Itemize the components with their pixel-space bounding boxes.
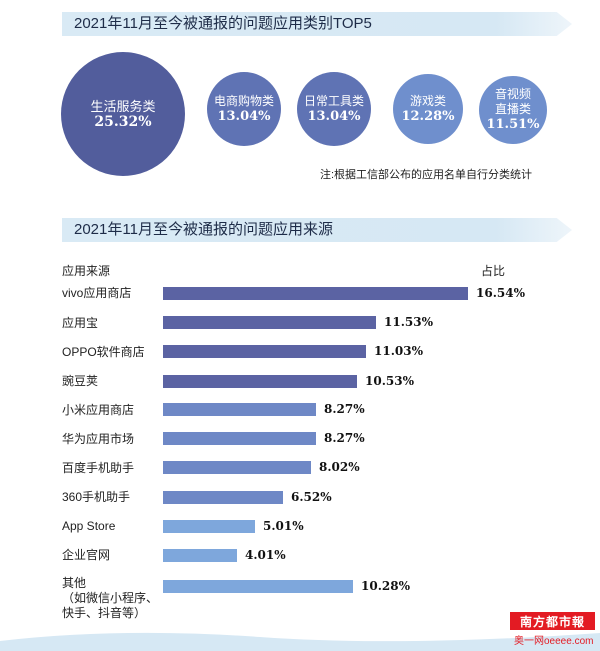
- bar-category-label: 小米应用商店: [62, 403, 135, 417]
- bar-value-label: 6.52%: [291, 490, 332, 504]
- bar-value-label: 16.54%: [476, 286, 525, 300]
- bar: [163, 316, 376, 329]
- bar-ylabel: 应用来源: [62, 264, 111, 278]
- category-bubble: 音视频 直播类 11.51%: [479, 76, 547, 144]
- bar-value-label: 8.02%: [319, 460, 360, 474]
- bar-category-label: OPPO软件商店: [62, 345, 145, 359]
- section1-title: 2021年11月至今被通报的问题应用类别TOP5: [74, 15, 372, 32]
- bar-value-label: 8.27%: [324, 402, 365, 416]
- bubble-category-label: 音视频 直播类: [494, 87, 531, 116]
- newspaper-logo-sub: 奥一网oeeee.com: [514, 636, 594, 647]
- bar-value-label: 8.27%: [324, 431, 365, 445]
- bar-category-label: 企业官网: [62, 548, 111, 562]
- category-bubble: 游戏类 12.28%: [393, 74, 463, 144]
- bubble-category-label: 生活服务类: [90, 98, 156, 114]
- section1-title-bg: [62, 12, 572, 36]
- newspaper-logo: 南方都市報: [510, 612, 595, 630]
- bubble-value-label: 13.04%: [217, 108, 271, 124]
- bar: [163, 549, 237, 562]
- category-bubble: 日常工具类 13.04%: [297, 72, 371, 146]
- section2-title: 2021年11月至今被通报的问题应用来源: [74, 221, 333, 238]
- category-bubble: 生活服务类 25.32%: [61, 52, 185, 176]
- category-bubble: 电商购物类 13.04%: [207, 72, 281, 146]
- bar: [163, 403, 316, 416]
- bar: [163, 461, 311, 474]
- bubble-category-label: 电商购物类: [213, 93, 274, 108]
- bubble-value-label: 11.51%: [486, 117, 540, 132]
- bar-category-label: 应用宝: [62, 316, 99, 330]
- bar-value-label: 10.53%: [365, 374, 414, 388]
- bar-category-label: vivo应用商店: [62, 286, 132, 300]
- bar: [163, 432, 316, 445]
- bar-category-label: 华为应用市场: [62, 432, 135, 446]
- bar: [163, 520, 255, 533]
- bubble-category-label: 日常工具类: [303, 93, 364, 108]
- bubble-value-label: 12.28%: [401, 108, 455, 124]
- bar-xlabel: 占比: [481, 264, 506, 278]
- bubble-value-label: 25.32%: [94, 113, 152, 130]
- section2-title-bg: [62, 218, 572, 242]
- category-note: 注:根据工信部公布的应用名单自行分类统计: [320, 169, 533, 181]
- bubble-value-label: 13.04%: [307, 108, 361, 124]
- bar-category-label: 其他 （如微信小程序、 快手、抖音等）: [62, 576, 159, 620]
- bar-value-label: 10.28%: [361, 579, 410, 593]
- bar-category-label: 豌豆荚: [62, 374, 99, 388]
- bar-category-label: 360手机助手: [62, 490, 131, 504]
- bar-category-label: App Store: [62, 519, 116, 533]
- bar-category-label: 百度手机助手: [62, 461, 135, 475]
- bar-value-label: 11.53%: [384, 315, 433, 329]
- bar: [163, 491, 283, 504]
- bar: [163, 287, 468, 300]
- bar: [163, 375, 357, 388]
- bar-value-label: 4.01%: [245, 548, 286, 562]
- bar: [163, 580, 353, 593]
- bar-value-label: 11.03%: [374, 344, 423, 358]
- bar-value-label: 5.01%: [263, 519, 304, 533]
- bottom-wave-decoration: [0, 632, 600, 651]
- bubble-category-label: 游戏类: [409, 93, 446, 108]
- bar: [163, 345, 366, 358]
